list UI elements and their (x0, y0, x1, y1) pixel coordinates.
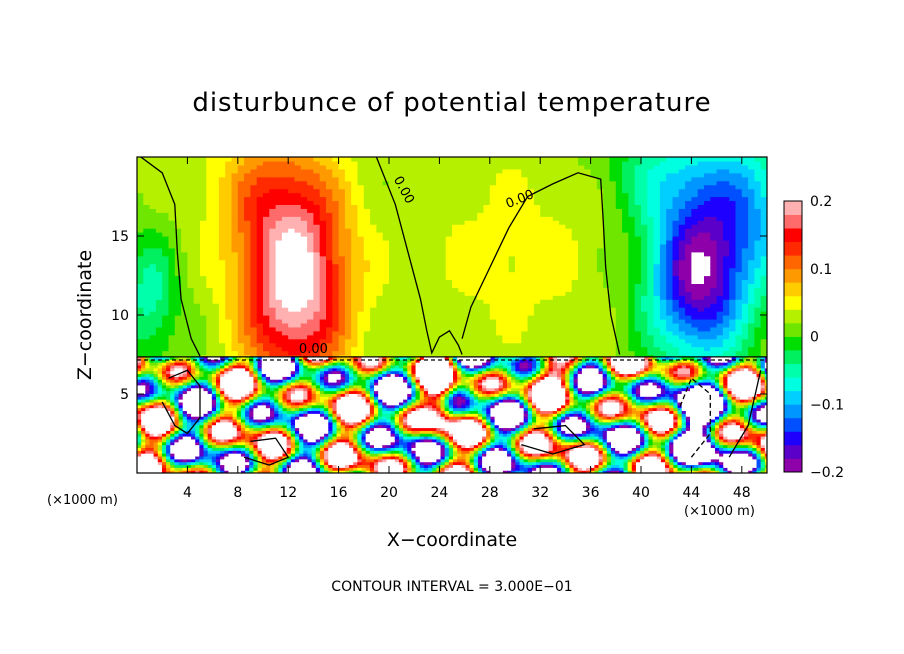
x-tick-label: 24 (430, 485, 448, 501)
colorbar-tick-label: 0.1 (810, 262, 832, 278)
colorbar-swatch (784, 309, 802, 324)
y-tick-label: 10 (111, 308, 129, 324)
contour-lower-line-e (728, 370, 762, 458)
x-tick-label: 32 (531, 485, 549, 501)
colorbar-tick-label: −0.2 (810, 465, 844, 481)
x-tick-label: 16 (330, 485, 348, 501)
colorbar-swatch (784, 417, 802, 432)
colorbar-swatch (784, 431, 802, 446)
contour-zero-center (375, 157, 463, 355)
colorbar (784, 201, 802, 473)
colorbar-tick-label: −0.1 (810, 397, 844, 413)
colorbar-frame (783, 200, 803, 473)
contour-lower-loop-c (521, 424, 586, 455)
x-tick-label: 48 (733, 485, 751, 501)
colorbar-tick-label: 0 (810, 330, 819, 346)
colorbar-tick-label: 0.2 (810, 194, 832, 210)
colorbar-swatch (784, 350, 802, 364)
x-tick-label: 8 (233, 485, 242, 501)
heatmap-field (137, 157, 767, 360)
x-axis-ticks: 4 8 12 16 20 24 28 32 36 40 44 48 (183, 157, 751, 501)
plot-area (137, 157, 767, 473)
contour-lower-loop-a (161, 369, 201, 435)
colorbar-ticks: 0.2 0.1 0 −0.1 −0.2 (810, 194, 844, 481)
contour-lower-loop-d (678, 377, 711, 458)
colorbar-swatch (784, 214, 802, 229)
contour-zero-left (140, 157, 201, 357)
y-tick-label: 15 (111, 229, 129, 245)
colorbar-swatch (784, 201, 802, 215)
colorbar-swatch (784, 363, 802, 378)
y-axis-label: Z−coordinate (74, 250, 96, 380)
chart-title: disturbunce of potential temperature (192, 88, 711, 118)
colorbar-swatch (784, 282, 802, 297)
x-tick-label: 20 (380, 485, 398, 501)
colorbar-swatch (784, 241, 802, 256)
x-tick-label: 4 (183, 485, 192, 501)
x-tick-label: 40 (632, 485, 650, 501)
contour-lower-loop-b (243, 437, 290, 466)
colorbar-swatch (784, 458, 802, 473)
colorbar-swatch (784, 322, 802, 337)
x-tick-label: 28 (481, 485, 499, 501)
y-tick-label: 5 (120, 387, 129, 403)
contour-interval-note: CONTOUR INTERVAL = 3.000E−01 (331, 579, 572, 595)
x-unit-label: (×1000 m) (47, 493, 118, 508)
contour-lines (137, 157, 767, 466)
colorbar-swatch (784, 336, 802, 351)
colorbar-swatch (784, 390, 802, 405)
z-unit-label: (×1000 m) (684, 504, 755, 519)
x-axis-label: X−coordinate (387, 529, 517, 551)
x-tick-label: 12 (279, 485, 297, 501)
colorbar-swatch (784, 268, 802, 283)
colorbar-swatch (784, 255, 802, 270)
y-axis-ticks: 5 10 15 (111, 229, 767, 403)
colorbar-swatch (784, 377, 802, 392)
colorbar-swatch (784, 404, 802, 419)
contour-label: 0.00 (299, 342, 328, 357)
colorbar-swatch (784, 444, 802, 459)
x-tick-label: 36 (582, 485, 600, 501)
colorbar-swatch (784, 295, 802, 310)
contour-zero-right (461, 172, 621, 355)
x-tick-label: 44 (682, 485, 700, 501)
turbulent-lower-field (137, 356, 767, 473)
colorbar-swatch (784, 228, 802, 243)
